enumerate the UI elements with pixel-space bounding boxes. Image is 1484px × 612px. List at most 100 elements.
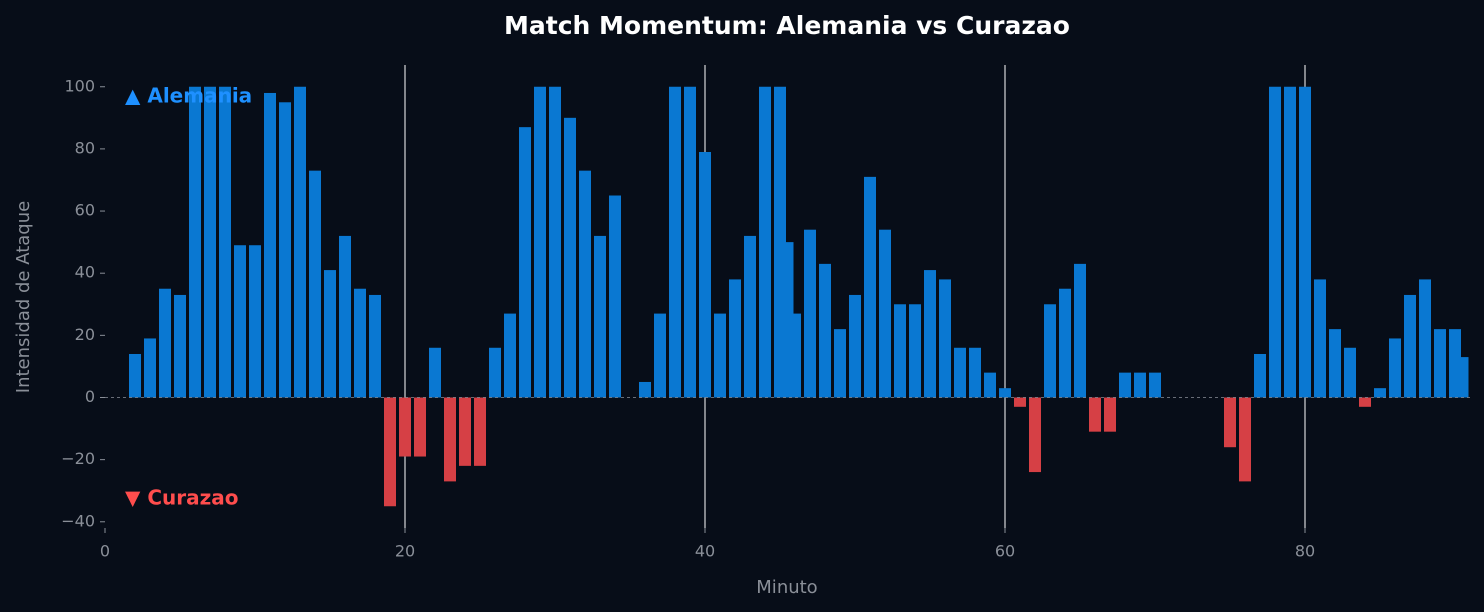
- bar: [1239, 397, 1251, 482]
- bar: [474, 397, 486, 466]
- bar: [804, 229, 816, 398]
- bar: [1314, 279, 1326, 398]
- bar: [1029, 397, 1041, 473]
- bar: [684, 86, 696, 398]
- y-axis-label: Intensidad de Ataque: [13, 201, 34, 393]
- bar: [1104, 397, 1116, 432]
- x-axis-label: Minuto: [756, 577, 817, 598]
- bar: [489, 347, 501, 398]
- bar: [849, 294, 861, 398]
- bar: [669, 86, 681, 398]
- bar: [1134, 372, 1146, 398]
- bar: [579, 170, 591, 398]
- bar: [819, 263, 831, 398]
- bar: [1284, 86, 1296, 398]
- bar: [1419, 279, 1431, 398]
- bar: [789, 313, 801, 398]
- bar: [234, 245, 246, 398]
- bar: [609, 195, 621, 398]
- bar: [594, 235, 606, 398]
- bar: [1329, 329, 1341, 398]
- bar: [189, 86, 201, 398]
- bar: [744, 235, 756, 398]
- x-tick-label: 40: [695, 542, 715, 561]
- bar: [699, 152, 711, 398]
- y-tick-label: 40: [75, 263, 95, 282]
- x-tick-label: 0: [100, 542, 110, 561]
- y-tick-label: 20: [75, 325, 95, 344]
- bar: [939, 279, 951, 398]
- bar: [894, 304, 906, 398]
- bar: [1269, 86, 1281, 398]
- bar: [1389, 338, 1401, 398]
- bar: [309, 170, 321, 398]
- bar: [264, 92, 276, 398]
- chart-title: Match Momentum: Alemania vs Curazao: [504, 11, 1070, 40]
- bar: [399, 397, 411, 457]
- bar: [1456, 357, 1469, 398]
- bar: [1074, 263, 1086, 398]
- bar: [999, 388, 1011, 398]
- bar: [1149, 372, 1161, 398]
- bar: [1014, 397, 1026, 407]
- bar: [444, 397, 456, 482]
- bar: [1359, 397, 1371, 407]
- annotation: ▲ Alemania: [125, 84, 252, 108]
- bar: [279, 102, 291, 398]
- bar: [519, 127, 531, 398]
- bar: [984, 372, 996, 398]
- bar: [534, 86, 546, 398]
- bar: [294, 86, 306, 398]
- y-tick-label: −20: [61, 449, 95, 468]
- y-tick-label: −40: [61, 511, 95, 530]
- bar: [1119, 372, 1131, 398]
- annotation: ▼ Curazao: [125, 486, 239, 510]
- bar: [1224, 397, 1236, 448]
- bar: [1374, 388, 1386, 398]
- bar: [1434, 329, 1446, 398]
- bar: [384, 397, 396, 507]
- bar: [924, 270, 936, 398]
- bar: [1059, 288, 1071, 398]
- x-tick-label: 60: [995, 542, 1015, 561]
- bar: [639, 381, 651, 398]
- bar: [549, 86, 561, 398]
- bar: [414, 397, 426, 457]
- bar: [1404, 294, 1416, 398]
- bar: [219, 86, 231, 398]
- bar: [324, 270, 336, 398]
- bar: [249, 245, 261, 398]
- bar: [1299, 86, 1311, 398]
- bar: [204, 86, 216, 398]
- bar: [714, 313, 726, 398]
- bar: [339, 235, 351, 398]
- bar: [174, 294, 186, 398]
- bar: [1254, 353, 1266, 398]
- y-tick-label: 100: [64, 76, 95, 95]
- bar: [504, 313, 516, 398]
- bar: [1044, 304, 1056, 398]
- bar: [1089, 397, 1101, 432]
- bar: [144, 338, 156, 398]
- y-tick-label: 60: [75, 201, 95, 220]
- bar: [159, 288, 171, 398]
- bar: [954, 347, 966, 398]
- bar: [369, 294, 381, 398]
- bar: [864, 176, 876, 398]
- bar: [564, 117, 576, 398]
- bar: [354, 288, 366, 398]
- bar: [729, 279, 741, 398]
- x-tick-label: 80: [1295, 542, 1315, 561]
- bar: [759, 86, 771, 398]
- bar: [834, 329, 846, 398]
- bar: [909, 304, 921, 398]
- bar: [1344, 347, 1356, 398]
- bar: [879, 229, 891, 398]
- y-tick-label: 0: [85, 387, 95, 406]
- bar: [129, 353, 141, 398]
- bar: [969, 347, 981, 398]
- bar: [459, 397, 471, 466]
